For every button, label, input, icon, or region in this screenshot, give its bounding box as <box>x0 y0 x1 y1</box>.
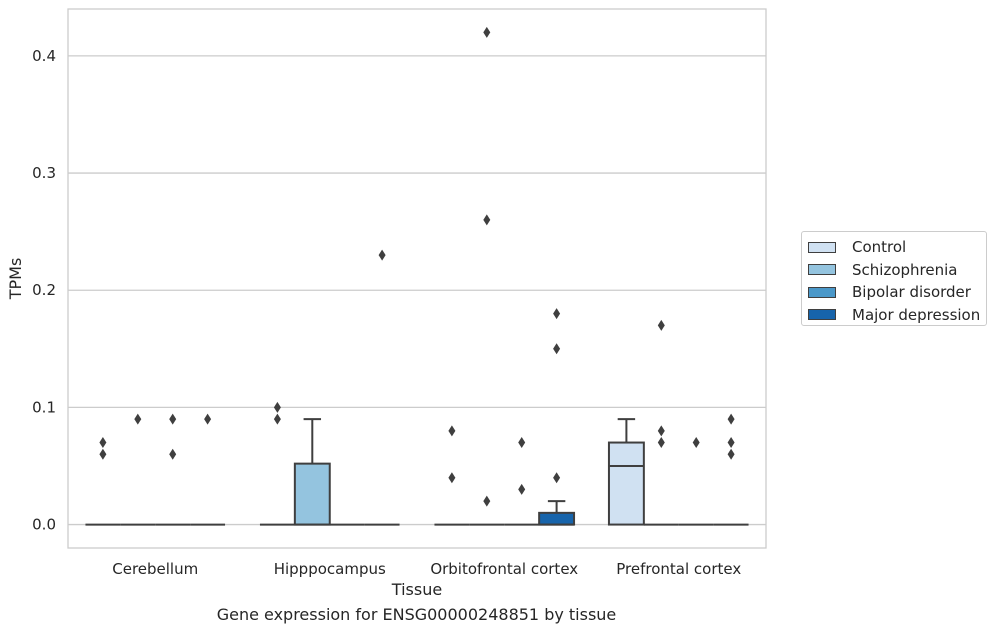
outlier-point <box>448 425 456 437</box>
x-tick-label: Cerebellum <box>112 560 198 578</box>
x-tick-labels: Cerebellum Hipppocampus Orbitofrontal cort… <box>112 560 741 578</box>
outlier-point <box>692 437 700 449</box>
legend: Control Schizophrenia Bipolar disorder Majo… <box>801 231 987 326</box>
box-group <box>538 308 576 526</box>
x-tick-label: Orbitofrontal cortex <box>430 560 578 578</box>
legend-swatch <box>808 309 836 320</box>
outlier-point <box>99 437 107 449</box>
box-group <box>85 437 121 526</box>
outlier-point <box>553 472 561 484</box>
box-group <box>504 437 540 526</box>
outlier-point <box>204 413 212 425</box>
box-group <box>434 425 470 526</box>
box <box>293 462 331 526</box>
outlier-point <box>134 413 142 425</box>
outlier-point <box>657 425 665 437</box>
legend-item: Schizophrenia <box>808 259 957 281</box>
outlier-point <box>483 495 491 507</box>
outlier-point <box>727 437 735 449</box>
box-group <box>469 26 505 526</box>
legend-item: Control <box>808 236 906 258</box>
legend-label: Schizophrenia <box>852 260 958 279</box>
outlier-point <box>448 472 456 484</box>
legend-label: Control <box>852 238 907 256</box>
y-tick-label: 0.2 <box>32 281 56 299</box>
outlier-point <box>727 413 735 425</box>
outlier-point <box>99 448 107 460</box>
outlier-point <box>169 448 177 460</box>
box-group <box>190 413 226 526</box>
legend-label: Major depression <box>852 305 981 324</box>
legend-swatch <box>808 241 836 253</box>
outlier-point <box>657 437 665 449</box>
y-tick-label: 0.3 <box>32 164 56 182</box>
outlier-point <box>657 319 665 331</box>
box-group <box>364 249 400 526</box>
box-group <box>155 413 191 526</box>
plot-marks <box>85 26 749 526</box>
plot-frame <box>67 8 767 549</box>
outlier-point <box>273 401 281 413</box>
legend-label: Bipolar disorder <box>852 283 971 301</box>
outlier-point <box>553 308 561 320</box>
x-axis-label: Tissue <box>391 580 442 599</box>
x-tick-label: Prefrontal cortex <box>616 560 741 578</box>
box-group <box>293 418 331 526</box>
outlier-point <box>378 249 386 261</box>
box-group <box>607 418 645 526</box>
box-group <box>678 437 714 526</box>
box-group <box>643 319 679 526</box>
x-tick-label: Hipppocampus <box>274 560 386 578</box>
outlier-point <box>553 343 561 355</box>
outlier-point <box>727 448 735 460</box>
y-axis-label: TPMs <box>6 258 25 301</box>
legend-item: Bipolar disorder <box>808 281 971 303</box>
outlier-point <box>273 413 281 425</box>
box-group <box>259 401 295 526</box>
box <box>607 441 645 526</box>
outlier-point <box>483 26 491 38</box>
box-group <box>713 413 749 526</box>
y-tick-label: 0.0 <box>32 516 56 534</box>
y-tick-labels: 0.0 0.1 0.2 0.3 0.4 <box>32 47 56 534</box>
legend-swatch <box>808 286 836 298</box>
outlier-point <box>518 483 526 495</box>
box-group <box>120 413 156 526</box>
outlier-point <box>518 437 526 449</box>
legend-item: Major depression <box>808 304 980 326</box>
outlier-point <box>169 413 177 425</box>
box <box>538 511 576 526</box>
y-tick-label: 0.4 <box>32 47 56 65</box>
legend-swatch <box>808 264 836 275</box>
figure-caption: Gene expression for ENSG00000248851 by t… <box>216 605 617 624</box>
y-tick-label: 0.1 <box>32 398 56 416</box>
outlier-point <box>483 214 491 226</box>
